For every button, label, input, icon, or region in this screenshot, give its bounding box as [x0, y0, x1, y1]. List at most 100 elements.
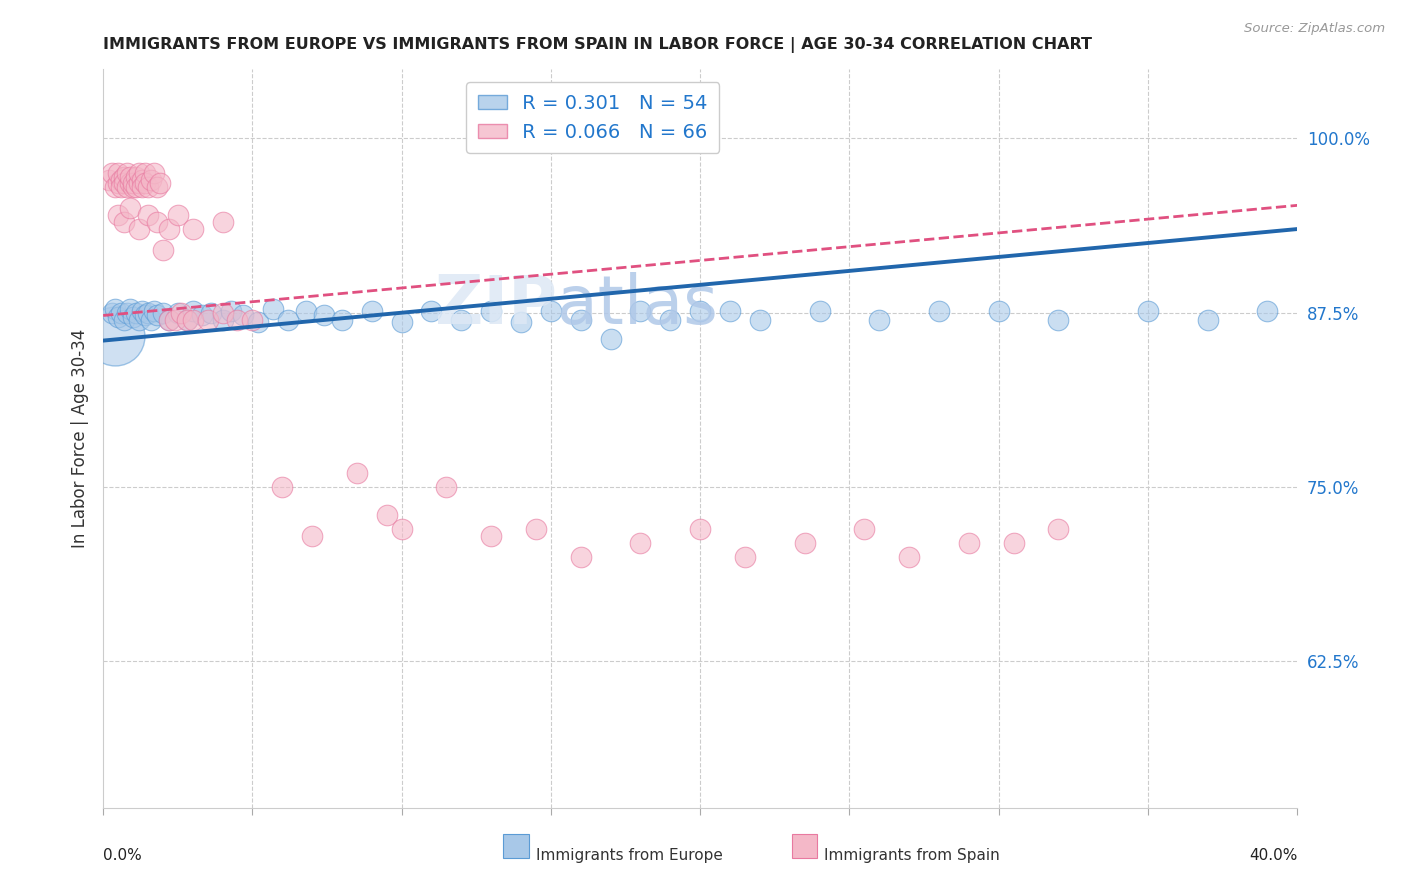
Point — [181, 304, 204, 318]
Point — [391, 316, 413, 330]
Point — [131, 180, 153, 194]
Point — [125, 180, 148, 194]
Point — [163, 312, 186, 326]
Point — [181, 222, 204, 236]
Text: Source: ZipAtlas.com: Source: ZipAtlas.com — [1244, 22, 1385, 36]
Point — [112, 176, 135, 190]
Point — [200, 306, 222, 320]
Point — [142, 304, 165, 318]
Text: atlas: atlas — [557, 272, 717, 338]
Point — [128, 166, 150, 180]
Point — [271, 480, 294, 494]
Point — [107, 310, 129, 324]
Point — [1197, 312, 1219, 326]
Point — [630, 304, 652, 318]
Point — [104, 180, 127, 194]
Point — [115, 180, 138, 194]
Point — [599, 332, 621, 346]
Point — [540, 304, 562, 318]
Point — [146, 309, 169, 323]
Point — [360, 304, 382, 318]
Point — [125, 306, 148, 320]
Point — [166, 306, 188, 320]
Point — [524, 522, 547, 536]
Point — [122, 176, 145, 190]
Point — [479, 304, 502, 318]
Point — [853, 522, 876, 536]
Point — [176, 312, 198, 326]
Point — [898, 549, 921, 564]
Point — [112, 215, 135, 229]
Point — [689, 304, 711, 318]
Point — [176, 312, 198, 326]
Point — [131, 304, 153, 318]
Point — [211, 215, 233, 229]
Point — [247, 316, 270, 330]
Point — [110, 306, 132, 320]
Point — [221, 304, 243, 318]
Point — [734, 549, 756, 564]
Point — [1002, 535, 1025, 549]
Point — [139, 312, 162, 326]
Point — [98, 173, 121, 187]
Point — [146, 215, 169, 229]
Point — [242, 312, 264, 326]
Point — [793, 535, 815, 549]
Point — [115, 166, 138, 180]
Point — [391, 522, 413, 536]
Point — [128, 176, 150, 190]
Point — [118, 170, 141, 185]
Point — [118, 201, 141, 215]
Point — [131, 173, 153, 187]
Point — [107, 208, 129, 222]
Point — [569, 312, 592, 326]
Point — [125, 170, 148, 185]
Point — [149, 176, 172, 190]
Point — [118, 176, 141, 190]
Point — [190, 309, 212, 323]
Point — [122, 310, 145, 324]
Point — [118, 301, 141, 316]
Point — [107, 176, 129, 190]
Point — [104, 329, 127, 343]
Point — [104, 301, 127, 316]
Point — [197, 312, 219, 326]
Point — [346, 466, 368, 480]
Point — [136, 208, 159, 222]
Point — [1136, 304, 1159, 318]
Point — [718, 304, 741, 318]
Point — [157, 312, 180, 326]
Point — [420, 304, 443, 318]
Point — [748, 312, 770, 326]
Point — [928, 304, 950, 318]
Point — [211, 306, 233, 320]
Point — [134, 176, 156, 190]
Point — [957, 535, 980, 549]
Point — [157, 222, 180, 236]
Point — [569, 549, 592, 564]
Point — [295, 304, 318, 318]
Point — [134, 309, 156, 323]
Point — [375, 508, 398, 522]
Point — [277, 312, 299, 326]
Point — [157, 312, 180, 326]
Point — [134, 166, 156, 180]
Point — [808, 304, 831, 318]
Point — [868, 312, 890, 326]
Point — [436, 480, 458, 494]
Y-axis label: In Labor Force | Age 30-34: In Labor Force | Age 30-34 — [72, 328, 89, 548]
Text: Immigrants from Spain: Immigrants from Spain — [824, 847, 1000, 863]
Point — [107, 166, 129, 180]
Point — [450, 312, 472, 326]
Text: 40.0%: 40.0% — [1249, 847, 1298, 863]
Point — [112, 312, 135, 326]
Point — [136, 306, 159, 320]
Point — [152, 243, 174, 257]
Point — [232, 309, 254, 323]
Text: 0.0%: 0.0% — [103, 847, 142, 863]
Point — [330, 312, 353, 326]
Point — [128, 312, 150, 326]
Point — [112, 170, 135, 185]
Point — [115, 306, 138, 320]
Point — [211, 312, 233, 326]
